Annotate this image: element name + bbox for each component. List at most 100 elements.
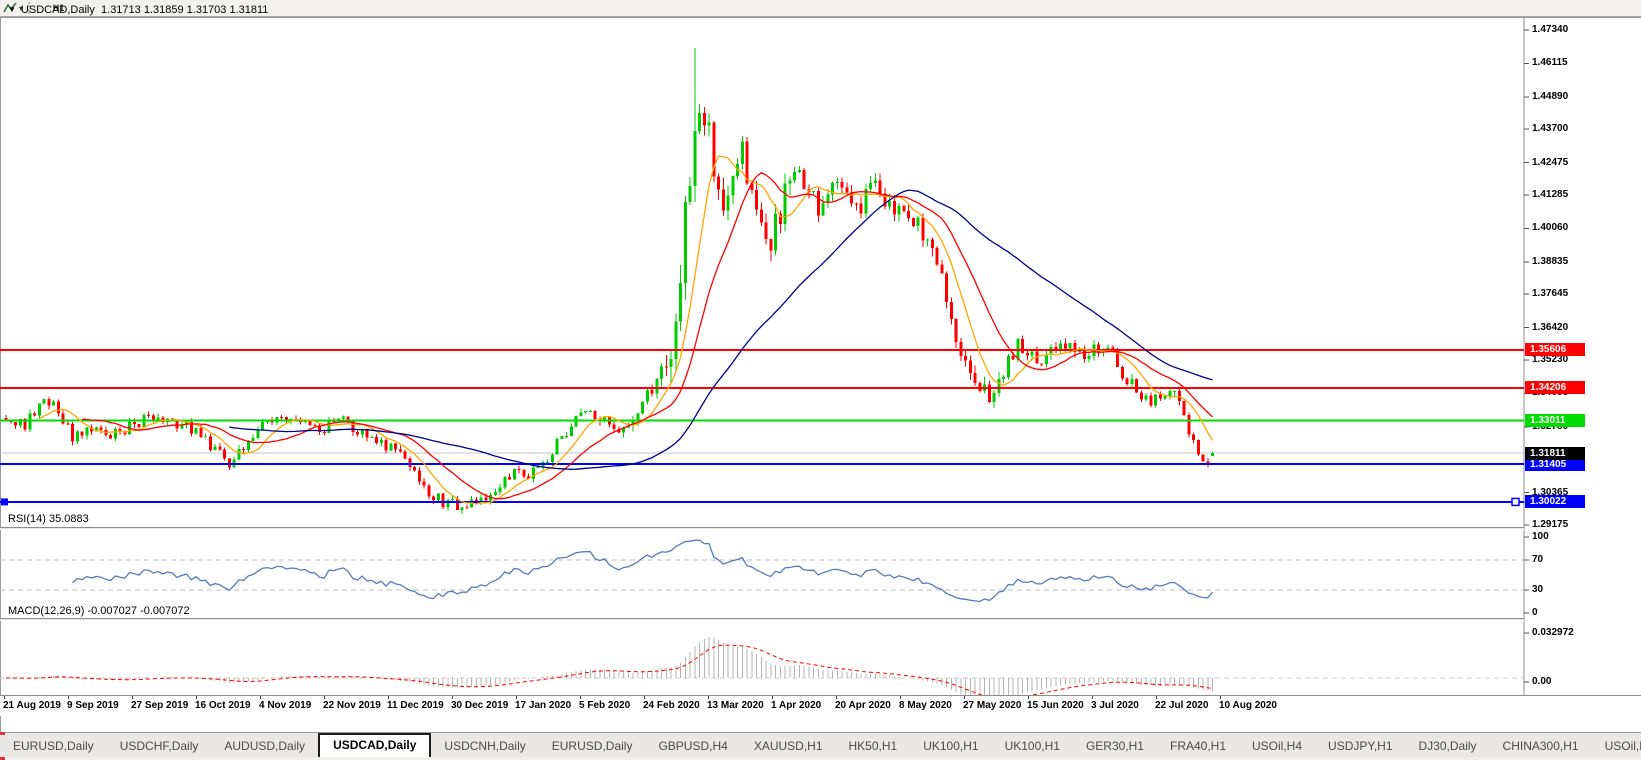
macd-indicator-label: MACD(12,26,9) -0.007027 -0.007072 [8,605,190,617]
chart-tab-usdchf-daily[interactable]: USDCHF,Daily [119,739,199,753]
chart-window [0,17,1641,732]
chart-tab-fra40-h1[interactable]: FRA40,H1 [1169,739,1227,753]
chart-ohlc-values: 1.31713 1.31859 1.31703 1.31811 [101,4,269,16]
date-tick [68,696,69,699]
price-axis-tick: 1.35230 [1532,353,1569,365]
chart-tab-ger30-h1[interactable]: GER30,H1 [1085,739,1144,753]
chart-tab-usdcad-daily[interactable]: USDCAD,Daily [318,733,432,757]
chart-tab-usdcnh-daily[interactable]: USDCNH,Daily [444,739,526,753]
chart-tab-audusd-daily[interactable]: AUDUSD,Daily [224,739,306,753]
date-tick [452,696,453,699]
date-tick [836,696,837,699]
macd-signal-line [6,644,1213,700]
chart-tab-uk100-h1[interactable]: UK100,H1 [1004,739,1060,753]
date-axis-label: 3 Jul 2020 [1091,700,1139,711]
date-axis-label: 11 Dec 2019 [387,700,444,711]
chart-tab-uk100-h1[interactable]: UK100,H1 [923,739,979,753]
date-axis-label: 8 May 2020 [899,700,952,711]
date-tick [964,696,965,699]
pane-separator-rsi[interactable] [0,527,1524,530]
date-axis-label: 24 Feb 2020 [643,700,700,711]
price-axis-tick: 1.37645 [1532,288,1569,300]
chart-tab-usdjpy-h1[interactable]: USDJPY,H1 [1328,739,1393,753]
chart-tab-eurusd-daily[interactable]: EURUSD,Daily [551,739,633,753]
date-axis-label: 30 Dec 2019 [451,700,509,711]
current-price-badge: 1.31811 [1525,446,1585,460]
pane-separator-macd[interactable] [0,618,1524,621]
moving-average-8 [38,154,1214,505]
date-axis-label: 20 Apr 2020 [835,700,891,711]
date-axis-label: 16 Oct 2019 [195,700,251,711]
date-axis-label: 27 Sep 2019 [131,700,189,711]
date-tick [1220,696,1221,699]
toolbar-grip [28,2,35,14]
date-tick [644,696,645,699]
date-tick [4,696,5,699]
chart-tab-dj30-daily[interactable]: DJ30,Daily [1418,739,1477,753]
chart-tab-hk50-h1[interactable]: HK50,H1 [848,739,898,753]
chart-tab-china300-h1[interactable]: CHINA300,H1 [1502,739,1579,753]
date-axis: 21 Aug 2019 9 Sep 2019 27 Sep 2019 16 Oct 2… [0,695,1641,716]
rsi-axis-tick: 0 [1532,607,1538,618]
price-axis-tick: 1.46115 [1532,57,1568,69]
date-tick [708,696,709,699]
price-axis-tick: 1.41285 [1532,188,1569,200]
chart-tab-gbpusd-h4[interactable]: GBPUSD,H4 [658,739,728,753]
price-axis-tick: 1.36420 [1532,321,1569,333]
date-axis-label: 4 Nov 2019 [259,700,312,711]
price-axis-tick: 1.29175 [1532,518,1569,530]
date-axis-label: 15 Jun 2020 [1027,700,1084,711]
price-line-badge-1.34206: 1.34206 [1525,381,1585,395]
rsi-axis-tick: 70 [1532,553,1544,565]
date-axis-label: 1 Apr 2020 [771,700,822,711]
price-axis-tick: 1.30365 [1532,486,1569,498]
date-tick [388,696,389,699]
rsi-indicator-label: RSI(14) 35.0883 [8,513,89,525]
rsi-line [72,539,1213,603]
date-axis-label: 22 Jul 2020 [1155,700,1209,711]
chart-title: ▼ USDCAD,Daily 1.31713 1.31859 1.31703 1.… [8,4,268,16]
date-axis-label: 22 Nov 2019 [323,700,381,711]
chart-tab-usoil-h4[interactable]: USOil,H4 [1252,739,1303,753]
date-axis-label: 13 Mar 2020 [707,700,764,711]
chart-tab-usoil-h1[interactable]: USOil,H1 [1604,739,1641,753]
chart-symbol: USDCAD,Daily [20,4,95,16]
price-line-badge-1.31405: 1.31405 [1525,457,1585,471]
toolbar-dropdown-caret[interactable]: ▾ [19,3,24,13]
rsi-axis-tick: 100 [1532,531,1549,542]
chart-tab-eurusd-daily[interactable]: EURUSD,Daily [13,739,94,753]
price-axis-tick: 1.44890 [1532,90,1569,102]
date-axis-label: 9 Sep 2019 [67,700,119,711]
moving-average-48 [229,189,1213,470]
macd-axis-tick: 0.032972 [1532,627,1574,638]
date-axis-label: 5 Feb 2020 [579,700,631,711]
date-axis-label: 27 May 2020 [963,700,1022,711]
date-axis-label: 17 Jan 2020 [515,700,572,711]
macd-axis-tick: 0.00 [1532,676,1552,687]
date-axis-label: 10 Aug 2020 [1219,700,1277,711]
price-axis-tick: 1.38835 [1532,255,1569,267]
price-line-badge-1.33011: 1.33011 [1525,413,1585,427]
title-expander-icon[interactable]: ▼ [8,5,16,14]
date-tick [516,696,517,699]
date-tick [132,696,133,699]
bottom-strip [0,757,1641,760]
line-studies-icon[interactable] [1,1,19,15]
hline-handle-right[interactable] [1511,497,1520,507]
price-axis-tick: 1.40060 [1532,222,1569,234]
date-tick [260,696,261,699]
candlestick-series [4,47,1214,514]
date-tick [324,696,325,699]
timeframe-button-h1[interactable]: H1 [52,3,65,13]
date-tick [900,696,901,699]
chart-tab-xauusd-h1[interactable]: XAUUSD,H1 [753,739,823,753]
date-tick [1092,696,1093,699]
hline-handle-left[interactable] [1,498,8,506]
moving-average-17 [81,172,1213,500]
price-axis-tick: 1.42475 [1532,156,1569,168]
price-axis-tick: 1.43700 [1532,123,1569,135]
rsi-axis-tick: 30 [1532,584,1544,596]
chart-tab-bar: EURUSD,Daily USDCHF,Daily AUDUSD,Daily USDC… [0,732,1641,757]
